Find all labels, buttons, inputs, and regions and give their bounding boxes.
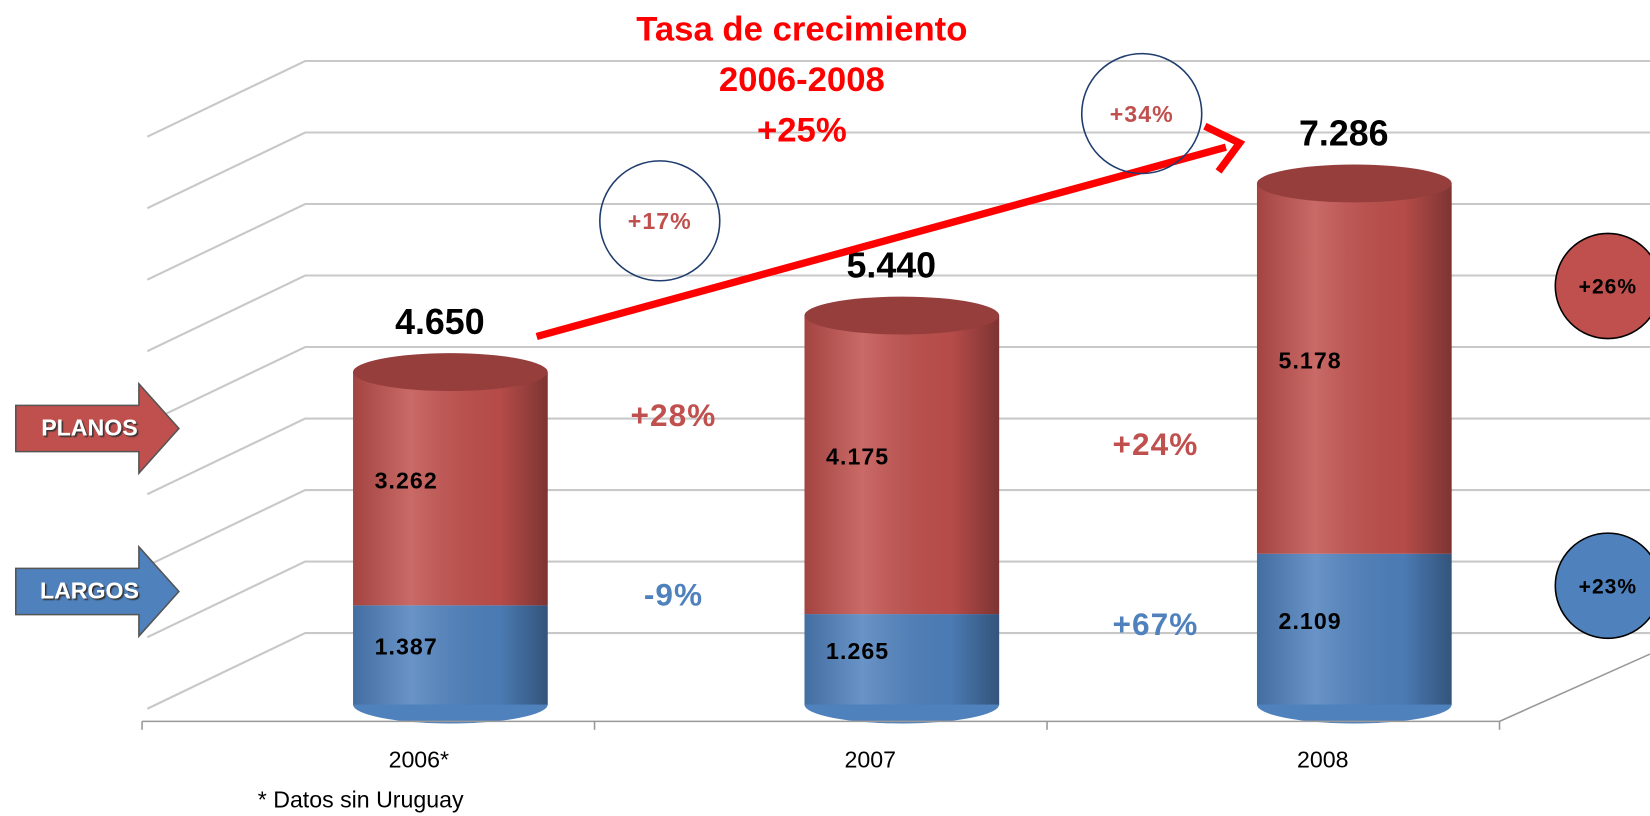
- annotation: +17%: [628, 208, 692, 234]
- segment-label: 5.178: [1279, 347, 1342, 373]
- grid-line: [146, 274, 1650, 353]
- annotation: +67%: [1113, 606, 1199, 642]
- axis: [141, 653, 1650, 730]
- segment-label: 3.262: [375, 468, 438, 494]
- grid-line: [146, 417, 1650, 496]
- grid-line: [146, 631, 1650, 710]
- total-label: 5.440: [847, 246, 937, 286]
- segment-label: 2.109: [1279, 608, 1342, 634]
- segment-label: 1.265: [826, 638, 889, 664]
- cylinder-cap: [353, 353, 548, 392]
- legend-label: LARGOS: [40, 578, 139, 604]
- arrow-head: [1203, 122, 1246, 174]
- annotation: +28%: [631, 397, 717, 433]
- footnote: * Datos sin Uruguay: [258, 786, 464, 812]
- annotation: +26%: [1579, 276, 1638, 299]
- shade: [1256, 183, 1452, 554]
- grid-line: [146, 131, 1650, 210]
- x-tick-label: 2008: [1297, 746, 1348, 772]
- growth-arrow: [535, 122, 1246, 341]
- annotation: +34%: [1110, 101, 1174, 127]
- shade: [353, 605, 548, 705]
- x-tick-label: 2007: [845, 746, 896, 772]
- annotation-circle: [1554, 532, 1650, 640]
- annotation: +24%: [1113, 426, 1199, 462]
- shade: [1256, 553, 1452, 705]
- grid-line: [146, 560, 1650, 639]
- shade: [353, 372, 548, 606]
- annotation-circle: [599, 160, 721, 282]
- annotations: +17% +34% +28% +24% -9% +67% +26% +23%: [599, 52, 1650, 642]
- legend-arrow: [14, 381, 180, 476]
- grid-line: [146, 488, 1650, 567]
- grid: [146, 59, 1650, 710]
- annotation: +23%: [1579, 575, 1638, 598]
- shade: [804, 614, 1000, 705]
- cylinder-cap: [804, 296, 1000, 335]
- total-label: 4.650: [395, 302, 485, 342]
- shade: [804, 315, 1000, 615]
- bars: 2006* 1.387 3.262 4.650 2007 1.265 4.175 5.440 2…: [353, 114, 1452, 772]
- title-value: +25%: [757, 112, 847, 150]
- grid-line: [146, 59, 1650, 138]
- x-tick-label: 2006*: [389, 746, 449, 772]
- total-label: 7.286: [1299, 114, 1389, 154]
- x-axis-depth: [1499, 653, 1650, 723]
- legend-arrow: [14, 544, 180, 639]
- annotation-circle: [1080, 52, 1203, 175]
- annotation-circle: [1554, 232, 1650, 340]
- legend-label: PLANOS: [41, 415, 137, 441]
- segment-label: 4.175: [826, 444, 889, 470]
- legend: LARGOS PLANOS: [14, 381, 180, 639]
- title: Tasa de crecimiento: [636, 11, 967, 49]
- annotation: -9%: [644, 577, 703, 613]
- segment-label: 1.387: [375, 634, 438, 660]
- grid-line: [146, 202, 1650, 281]
- arrow-line: [535, 143, 1227, 341]
- grid-line: [146, 345, 1650, 424]
- subtitle: 2006-2008: [719, 61, 885, 99]
- cylinder-cap: [1256, 164, 1452, 203]
